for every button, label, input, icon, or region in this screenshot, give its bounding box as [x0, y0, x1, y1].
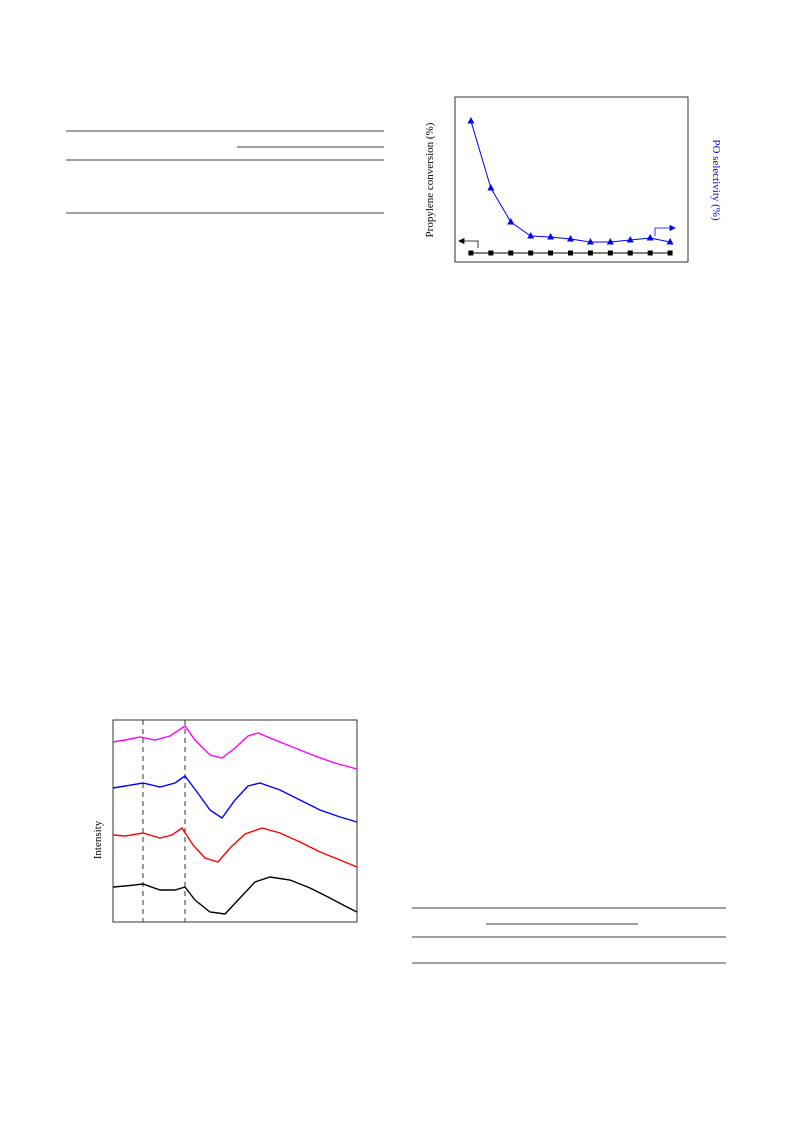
marker: [548, 250, 554, 256]
series-line: [112, 827, 358, 868]
series-line: [112, 876, 358, 915]
marker: [527, 232, 535, 239]
marker: [627, 250, 633, 256]
marker: [586, 238, 594, 245]
marker: [567, 235, 575, 242]
marker: [606, 238, 614, 245]
marker: [547, 233, 555, 240]
y-axis-label: Propylene conversion (%): [424, 122, 436, 237]
marker: [487, 184, 495, 191]
marker: [468, 250, 474, 256]
marker: [667, 250, 673, 256]
marker: [528, 250, 534, 256]
y2-axis-label: PO selectivity (%): [710, 139, 722, 221]
marker: [626, 236, 634, 243]
y-axis-label: Intensity: [92, 820, 104, 859]
series-line: [112, 725, 358, 770]
table-rules: [412, 907, 726, 964]
marker: [587, 250, 593, 256]
axis-arrow: [458, 237, 479, 248]
marker: [467, 117, 475, 124]
marker: [508, 250, 514, 256]
series-line: [470, 120, 671, 243]
marker: [507, 218, 515, 225]
marker: [607, 250, 613, 256]
axis-arrow: [654, 224, 676, 236]
plot-frame: [454, 96, 689, 263]
marker: [647, 250, 653, 256]
marker: [666, 238, 674, 245]
marker: [568, 250, 574, 256]
series-line: [112, 775, 358, 823]
marker: [488, 250, 494, 256]
marker: [646, 234, 654, 241]
table-rules: [66, 130, 384, 214]
plot-frame: [112, 719, 358, 923]
